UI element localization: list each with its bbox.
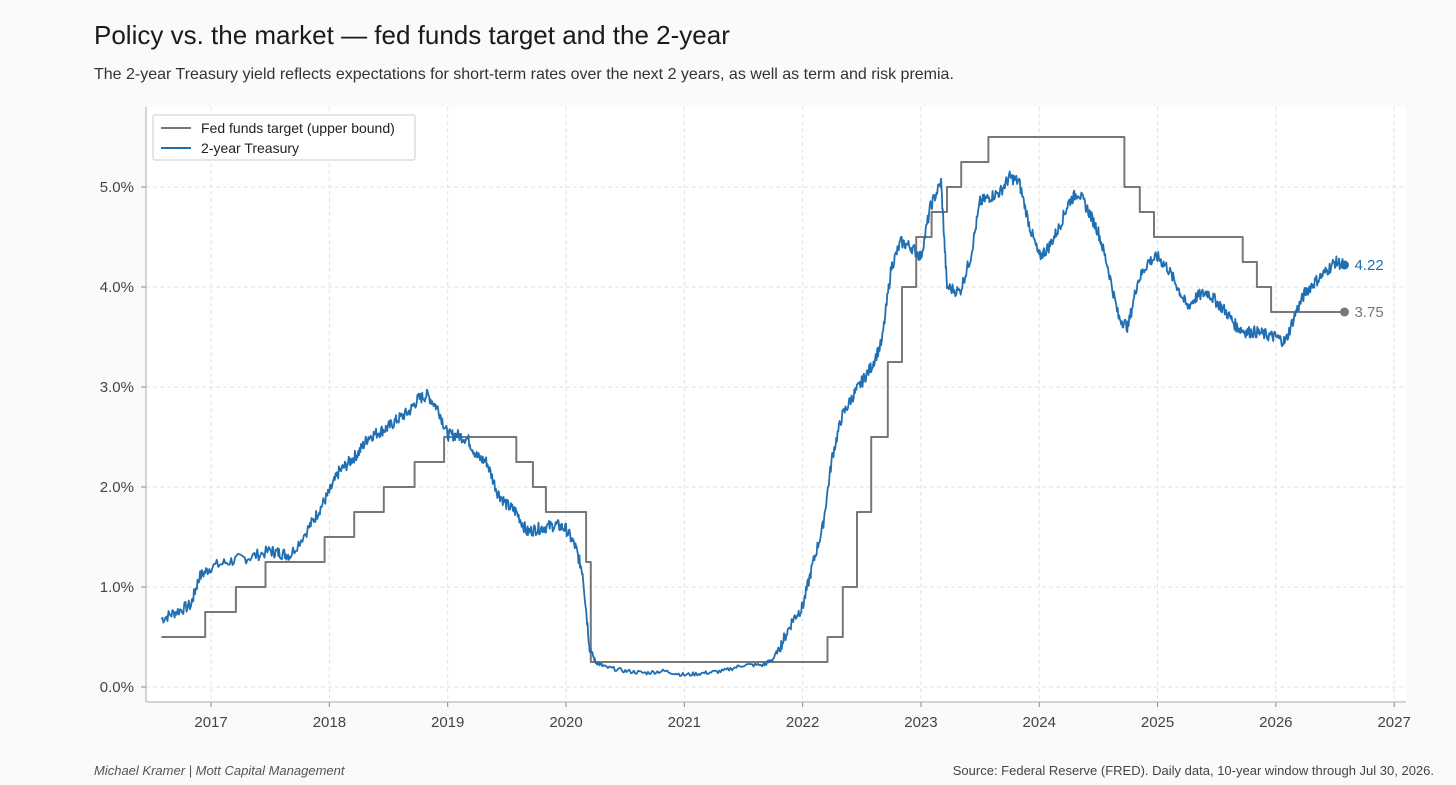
- x-tick-label: 2023: [904, 714, 937, 731]
- legend-label-fed-funds: Fed funds target (upper bound): [201, 120, 395, 136]
- chart-title: Policy vs. the market — fed funds target…: [94, 20, 730, 50]
- legend: Fed funds target (upper bound) 2-year Tre…: [152, 114, 416, 161]
- x-tick-label: 2019: [431, 714, 464, 731]
- y-tick-label: 5.0%: [100, 179, 134, 196]
- y-tick-label: 4.0%: [100, 279, 134, 296]
- x-tick-label: 2021: [668, 714, 701, 731]
- series-line-treasury: [160, 170, 1346, 677]
- y-tick-label: 3.0%: [100, 379, 134, 396]
- x-tick-label: 2027: [1377, 714, 1410, 731]
- chart-subtitle: The 2-year Treasury yield reflects expec…: [94, 66, 954, 83]
- legend-label-treasury: 2-year Treasury: [201, 140, 299, 156]
- axes: 2017 2018 2019 2020 2021 2022 2023 2024 2025 2026…: [100, 107, 1411, 731]
- x-tick-label: 2026: [1259, 714, 1292, 731]
- y-tick-label: 2.0%: [100, 479, 134, 496]
- line-chart: 2017 2018 2019 2020 2021 2022 2023 2024 2025 2026…: [100, 107, 1411, 731]
- y-tick-label: 1.0%: [100, 579, 134, 596]
- footer-author: Michael Kramer | Mott Capital Management: [94, 763, 345, 778]
- footer-source: Source: Federal Reserve (FRED). Daily da…: [952, 763, 1434, 778]
- legend-box: [152, 114, 416, 161]
- end-label-treasury: 4.22: [1354, 257, 1383, 274]
- series: 3.75 4.22: [160, 136, 1384, 677]
- x-tick-label: 2017: [194, 714, 227, 731]
- x-tick-label: 2022: [786, 714, 819, 731]
- x-tick-label: 2020: [549, 714, 582, 731]
- plot-area: [146, 107, 1406, 702]
- x-tick-label: 2025: [1141, 714, 1174, 731]
- series-line-fed-funds: [161, 136, 1345, 663]
- x-tick-label: 2018: [313, 714, 346, 731]
- y-tick-label: 0.0%: [100, 679, 134, 696]
- end-point-treasury: [1339, 260, 1349, 270]
- end-point-fed-funds: [1339, 307, 1349, 317]
- grid: [146, 107, 1406, 702]
- x-tick-label: 2024: [1023, 714, 1056, 731]
- end-label-fed-funds: 3.75: [1354, 304, 1383, 321]
